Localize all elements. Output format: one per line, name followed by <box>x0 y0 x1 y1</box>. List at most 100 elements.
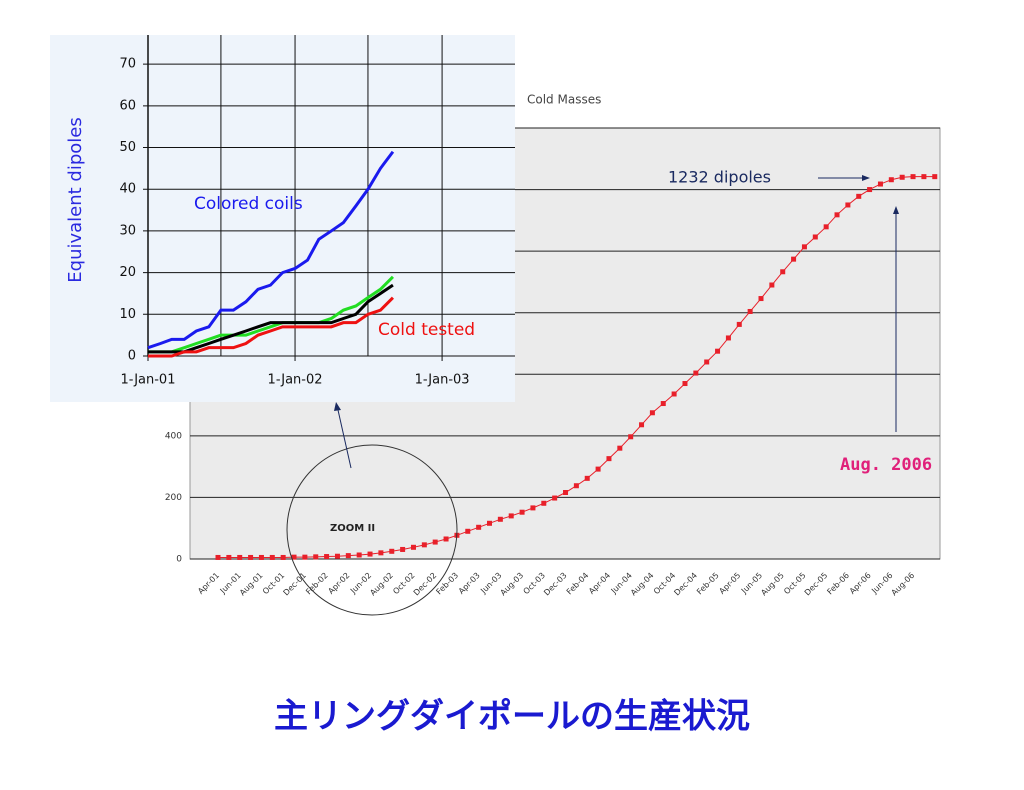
point <box>356 552 362 558</box>
point <box>280 554 286 560</box>
arrow-head <box>862 175 870 181</box>
annotation: ZOOM II <box>330 523 375 534</box>
arrow-head <box>334 402 341 411</box>
x-tick-label: Dec-02 <box>412 571 439 598</box>
y-tick-label: 10 <box>119 307 136 322</box>
point <box>856 193 862 199</box>
series-line <box>148 296 394 358</box>
x-tick-label: Dec-01 <box>282 571 309 598</box>
x-tick-label: Dec-04 <box>672 571 699 598</box>
point <box>628 434 634 440</box>
y-tick-label: 60 <box>119 98 136 113</box>
point <box>736 321 742 327</box>
annotation: 1232 dipoles <box>668 168 771 187</box>
point <box>584 475 590 481</box>
y-tick-label: 0 <box>128 349 136 364</box>
point <box>389 548 395 554</box>
series-line <box>147 150 395 350</box>
point <box>552 495 558 501</box>
point <box>465 528 471 534</box>
x-tick-label: Apr-02 <box>326 571 351 596</box>
point <box>541 500 547 506</box>
point <box>508 513 514 519</box>
point <box>400 546 406 552</box>
annotation: Aug. 2006 <box>840 455 932 475</box>
point <box>302 554 308 560</box>
point <box>747 308 753 314</box>
x-tick-label: Feb-06 <box>825 571 851 597</box>
x-tick-label: Dec-05 <box>803 571 830 598</box>
x-tick-label: Apr-04 <box>587 571 612 596</box>
y-tick-label: 400 <box>165 431 182 441</box>
point <box>497 516 503 522</box>
slide-title: 主リングダイポールの生産状況 <box>274 697 750 737</box>
series-line <box>148 275 394 354</box>
point <box>258 554 264 560</box>
arrow <box>337 409 352 469</box>
x-tick-label: Aug-03 <box>499 571 526 598</box>
point <box>421 542 427 548</box>
chart-title: Cold Masses <box>527 93 601 107</box>
point <box>769 282 775 288</box>
zoom-circle <box>286 444 458 616</box>
y-tick-label: 200 <box>165 493 182 503</box>
x-tick-label: 1-Jan-01 <box>121 373 176 388</box>
x-tick-label: Apr-01 <box>196 571 221 596</box>
x-tick-label: Apr-03 <box>457 571 482 596</box>
point <box>725 335 731 341</box>
point <box>791 256 797 262</box>
point <box>215 554 221 560</box>
x-tick-label: Feb-02 <box>304 571 330 597</box>
point <box>758 296 764 302</box>
y-tick-label: 50 <box>119 140 136 155</box>
point <box>867 187 873 193</box>
point <box>682 381 688 387</box>
point <box>563 490 569 496</box>
series-label: Colored coils <box>194 194 303 214</box>
y-axis-label: Equivalent dipoles <box>65 117 86 282</box>
x-tick-label: Feb-05 <box>695 571 721 597</box>
y-tick-label: 20 <box>119 265 136 280</box>
y-tick-label: 40 <box>119 182 136 197</box>
point <box>823 224 829 230</box>
point <box>226 554 232 560</box>
x-tick-label: Aug-06 <box>890 571 917 598</box>
point <box>845 202 851 208</box>
point <box>269 554 275 560</box>
point <box>693 370 699 376</box>
point <box>443 536 449 542</box>
x-tick-label: Aug-02 <box>368 571 395 598</box>
inset-background <box>50 35 515 402</box>
point <box>432 539 438 545</box>
x-tick-label: 1-Jan-03 <box>415 373 470 388</box>
x-tick-label: Aug-01 <box>238 571 265 598</box>
point <box>334 553 340 559</box>
point <box>237 554 243 560</box>
y-tick-label: 30 <box>119 223 136 238</box>
arrow-head <box>893 206 899 214</box>
x-tick-label: Apr-05 <box>717 571 742 596</box>
point <box>291 554 297 560</box>
point <box>573 483 579 489</box>
x-tick-label: 1-Jan-02 <box>268 373 323 388</box>
x-tick-label: Aug-04 <box>629 571 656 598</box>
point <box>671 391 677 397</box>
inset-chart: 1-Jan-01 1-Jan-02 1-Jan-03 0 10 20 30 40 50 60 70 E… <box>50 35 515 402</box>
point <box>660 401 666 407</box>
point <box>476 524 482 530</box>
point <box>345 553 351 559</box>
x-tick-label: Dec-03 <box>542 571 569 598</box>
point <box>530 505 536 511</box>
point <box>704 359 710 365</box>
point <box>877 181 883 187</box>
point <box>519 509 525 515</box>
point <box>649 410 655 416</box>
point <box>910 174 916 180</box>
x-tick-label: Feb-04 <box>565 571 591 597</box>
point <box>324 554 330 560</box>
y-tick-label: 0 <box>176 555 182 565</box>
point <box>367 551 373 557</box>
point <box>410 544 416 550</box>
y-tick-label: 70 <box>119 57 136 72</box>
